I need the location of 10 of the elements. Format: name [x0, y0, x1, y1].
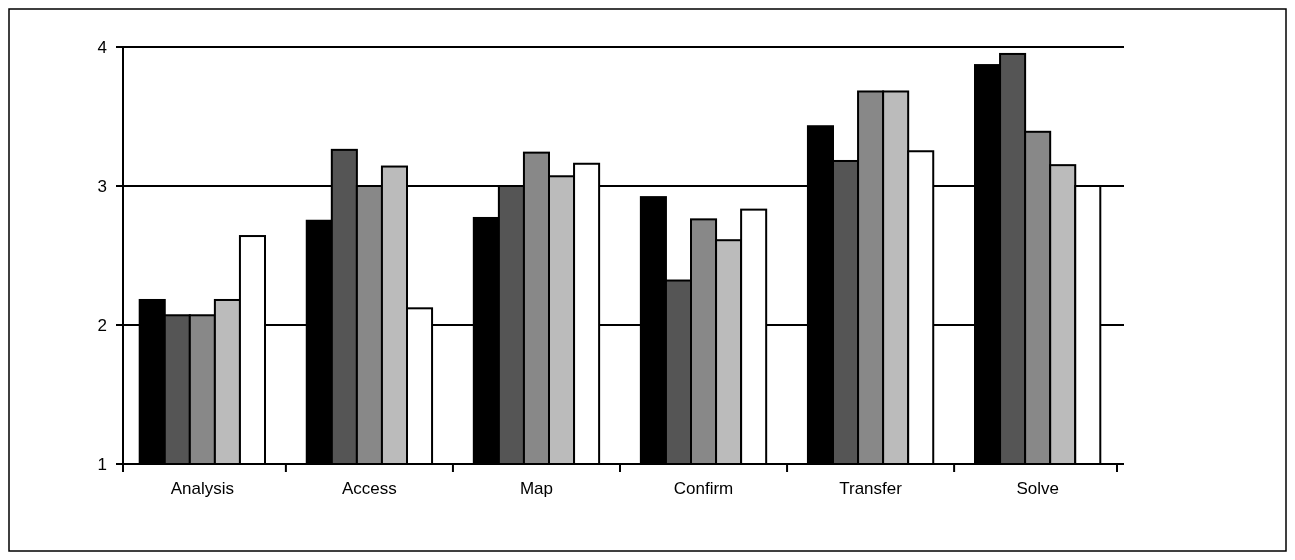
y-tick-label: 1	[97, 454, 107, 474]
x-tick-label: Analysis	[170, 479, 235, 498]
y-tick-label: 3	[97, 176, 107, 196]
y-tick-label: 2	[97, 315, 107, 335]
x-tick-label: Solve	[1016, 479, 1059, 498]
y-tick-label: 4	[97, 37, 107, 57]
x-tick-label: Confirm	[673, 479, 734, 498]
x-tick-label: Map	[519, 479, 554, 498]
x-tick-label: Transfer	[839, 479, 903, 498]
x-tick-label: Access	[342, 479, 397, 498]
